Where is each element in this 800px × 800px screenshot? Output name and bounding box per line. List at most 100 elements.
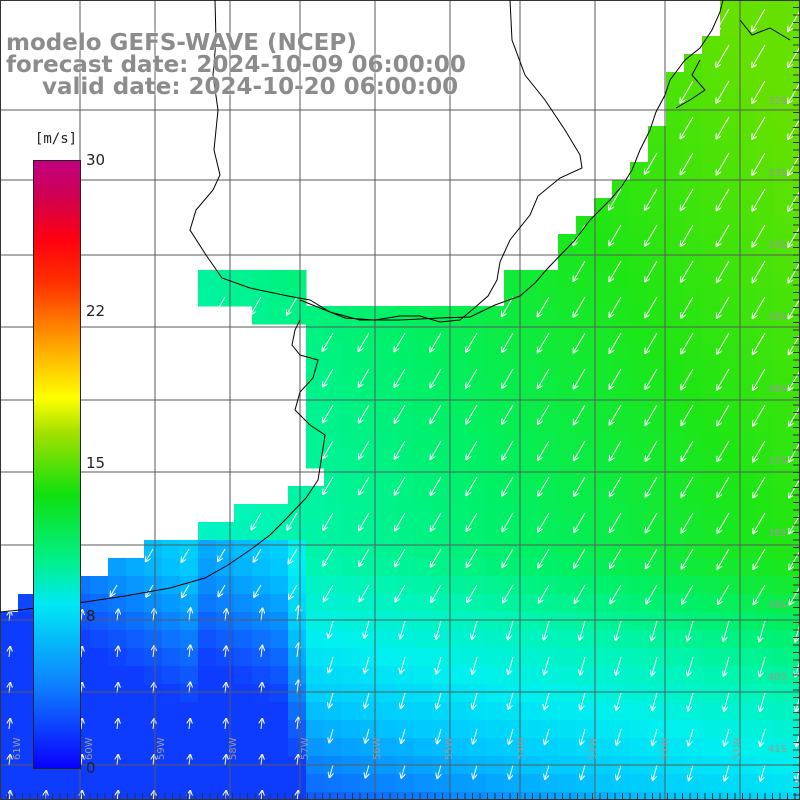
wind-cell bbox=[594, 378, 613, 397]
wind-cell bbox=[468, 594, 487, 613]
wind-cell bbox=[774, 126, 793, 145]
wind-cell bbox=[666, 774, 685, 793]
wind-cell bbox=[342, 378, 361, 397]
colorbar-tick-8: 8 bbox=[86, 607, 96, 625]
wind-cell bbox=[774, 486, 793, 505]
wind-cell bbox=[774, 576, 793, 595]
wind-cell bbox=[108, 666, 127, 685]
wind-cell bbox=[396, 738, 415, 757]
wind-cell bbox=[468, 306, 487, 325]
wind-cell bbox=[522, 450, 541, 469]
wind-cell bbox=[666, 684, 685, 703]
wind-cell bbox=[558, 774, 577, 793]
wind-cell bbox=[630, 414, 649, 433]
wind-cell bbox=[486, 342, 505, 361]
wind-cell bbox=[594, 270, 613, 289]
longitude-label: 59W bbox=[156, 737, 167, 760]
wind-cell bbox=[360, 792, 379, 800]
wind-cell bbox=[306, 378, 325, 397]
wind-cell bbox=[450, 450, 469, 469]
wind-cell bbox=[684, 270, 703, 289]
wind-cell bbox=[648, 594, 667, 613]
wind-cell bbox=[306, 720, 325, 739]
wind-cell bbox=[0, 666, 19, 685]
wind-cell bbox=[666, 144, 685, 163]
wind-cell bbox=[270, 774, 289, 793]
wind-cell bbox=[720, 306, 739, 325]
wind-cell bbox=[486, 450, 505, 469]
wind-cell bbox=[666, 216, 685, 235]
wind-cell bbox=[630, 342, 649, 361]
wind-cell bbox=[702, 738, 721, 757]
wind-cell bbox=[522, 378, 541, 397]
wind-cell bbox=[540, 486, 559, 505]
wind-cell bbox=[558, 432, 577, 451]
wind-cell bbox=[540, 594, 559, 613]
wind-cell bbox=[738, 216, 757, 235]
wind-cell bbox=[342, 450, 361, 469]
wind-cell bbox=[594, 720, 613, 739]
wind-cell bbox=[648, 666, 667, 685]
wind-cell bbox=[126, 612, 145, 631]
wind-cell bbox=[666, 90, 685, 109]
wind-cell bbox=[648, 558, 667, 577]
wind-cell bbox=[666, 414, 685, 433]
wind-cell bbox=[162, 576, 181, 595]
wind-cell bbox=[450, 540, 469, 559]
wind-cell bbox=[558, 576, 577, 595]
wind-cell bbox=[558, 684, 577, 703]
wind-cell bbox=[486, 540, 505, 559]
wind-cell bbox=[288, 594, 307, 613]
wind-cell bbox=[666, 162, 685, 181]
wind-cell bbox=[468, 738, 487, 757]
wind-cell bbox=[18, 792, 37, 800]
wind-cell bbox=[396, 486, 415, 505]
wind-cell bbox=[0, 774, 19, 793]
wind-cell bbox=[288, 702, 307, 721]
wind-cell bbox=[144, 594, 163, 613]
wind-cell bbox=[216, 720, 235, 739]
wind-cell bbox=[792, 792, 800, 800]
wind-cell bbox=[594, 414, 613, 433]
wind-cell bbox=[702, 666, 721, 685]
wind-cell bbox=[756, 774, 775, 793]
wind-cell bbox=[108, 612, 127, 631]
wind-cell bbox=[396, 378, 415, 397]
wind-cell bbox=[720, 594, 739, 613]
wind-cell bbox=[558, 396, 577, 415]
wind-cell bbox=[486, 360, 505, 379]
wind-cell bbox=[792, 18, 800, 37]
wind-cell bbox=[0, 630, 19, 649]
wind-cell bbox=[486, 702, 505, 721]
wind-cell bbox=[738, 522, 757, 541]
wind-cell bbox=[738, 432, 757, 451]
wind-cell bbox=[630, 594, 649, 613]
wind-cell bbox=[342, 432, 361, 451]
wind-cell bbox=[414, 612, 433, 631]
wind-cell bbox=[414, 774, 433, 793]
wind-cell bbox=[540, 342, 559, 361]
wind-cell bbox=[648, 198, 667, 217]
wind-cell bbox=[576, 522, 595, 541]
wind-cell bbox=[450, 558, 469, 577]
wind-cell bbox=[612, 558, 631, 577]
wind-cell bbox=[414, 630, 433, 649]
wind-cell bbox=[612, 342, 631, 361]
wind-cell bbox=[522, 504, 541, 523]
wind-cell bbox=[144, 702, 163, 721]
wind-cell bbox=[342, 540, 361, 559]
wind-cell bbox=[774, 360, 793, 379]
wind-cell bbox=[486, 306, 505, 325]
wind-cell bbox=[702, 234, 721, 253]
wind-cell bbox=[630, 216, 649, 235]
wind-cell bbox=[486, 504, 505, 523]
wind-cell bbox=[666, 558, 685, 577]
wind-cell bbox=[738, 774, 757, 793]
wind-cell bbox=[162, 774, 181, 793]
wind-cell bbox=[684, 342, 703, 361]
wind-cell bbox=[720, 486, 739, 505]
wind-cell bbox=[738, 504, 757, 523]
wind-cell bbox=[792, 108, 800, 127]
wind-cell bbox=[126, 738, 145, 757]
wind-cell bbox=[702, 108, 721, 127]
